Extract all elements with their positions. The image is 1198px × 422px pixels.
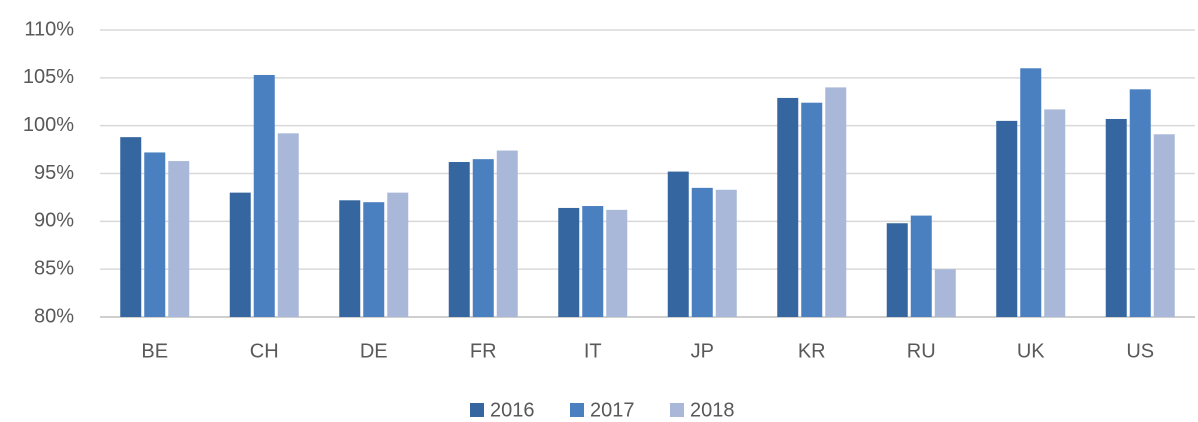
legend-swatch bbox=[470, 403, 484, 417]
bar bbox=[825, 87, 847, 318]
bar bbox=[1105, 118, 1127, 317]
bar bbox=[777, 97, 799, 317]
bar bbox=[691, 187, 713, 317]
y-tick-label: 110% bbox=[24, 18, 74, 40]
bar bbox=[387, 192, 409, 317]
x-tick-label: CH bbox=[250, 340, 279, 362]
bar bbox=[229, 192, 251, 317]
y-tick-label: 105% bbox=[23, 66, 74, 88]
y-tick-label: 95% bbox=[34, 162, 74, 184]
x-tick-label: US bbox=[1126, 340, 1154, 362]
bar bbox=[363, 202, 385, 317]
legend-label: 2018 bbox=[690, 399, 735, 421]
bar bbox=[715, 189, 737, 317]
bar bbox=[667, 171, 689, 317]
y-tick-label: 90% bbox=[34, 210, 74, 232]
bar bbox=[1129, 89, 1151, 318]
x-tick-label: RU bbox=[907, 340, 936, 362]
bar bbox=[168, 161, 190, 317]
bar bbox=[144, 152, 166, 317]
y-tick-label: 85% bbox=[34, 257, 74, 279]
bar bbox=[339, 200, 361, 317]
x-tick-label: BE bbox=[141, 340, 168, 362]
bar bbox=[448, 162, 470, 317]
legend-swatch bbox=[570, 403, 584, 417]
y-tick-label: 80% bbox=[34, 305, 74, 327]
bar bbox=[801, 102, 823, 317]
x-tick-label: KR bbox=[798, 340, 826, 362]
x-tick-label: FR bbox=[470, 340, 497, 362]
bar bbox=[1020, 68, 1042, 318]
bar bbox=[886, 223, 908, 317]
bar bbox=[253, 74, 275, 317]
x-tick-label: IT bbox=[584, 340, 602, 362]
legend-swatch bbox=[670, 403, 684, 417]
bar bbox=[606, 209, 628, 317]
x-tick-label: JP bbox=[691, 340, 714, 362]
bar bbox=[120, 137, 142, 317]
bar bbox=[582, 206, 604, 317]
bar bbox=[496, 150, 518, 317]
bar bbox=[910, 215, 932, 317]
bar bbox=[934, 269, 956, 317]
legend-label: 2016 bbox=[490, 399, 535, 421]
legend-label: 2017 bbox=[590, 399, 635, 421]
bar bbox=[277, 133, 299, 317]
bar bbox=[472, 159, 494, 317]
bar bbox=[558, 207, 580, 317]
bar bbox=[1153, 134, 1175, 317]
bar bbox=[996, 120, 1018, 317]
y-tick-label: 100% bbox=[23, 114, 74, 136]
x-tick-label: UK bbox=[1017, 340, 1045, 362]
bar bbox=[1044, 109, 1066, 317]
x-tick-label: DE bbox=[360, 340, 388, 362]
